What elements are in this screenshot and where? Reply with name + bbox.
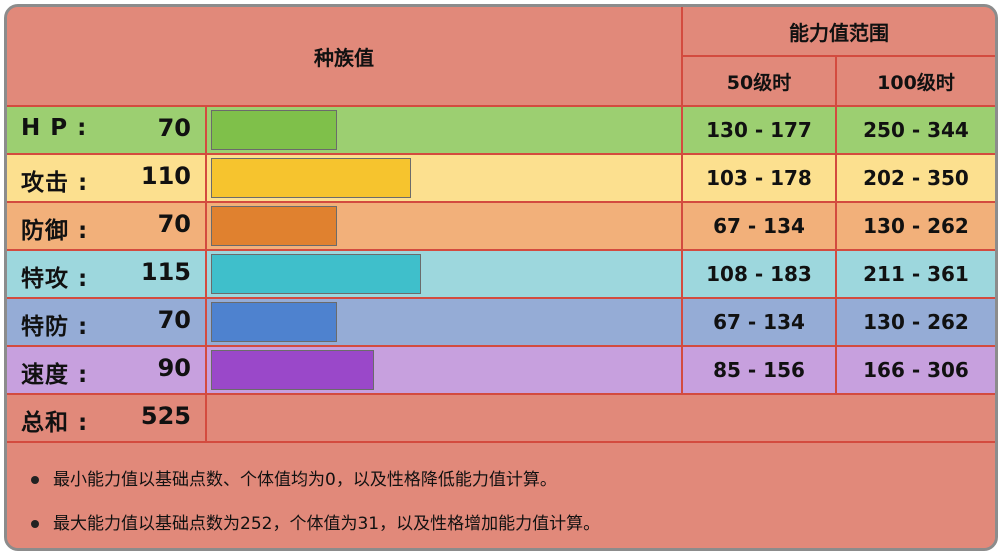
stat-bar <box>211 206 337 246</box>
total-label-cell: 总和 : 525 <box>7 395 207 441</box>
base-stats-header: 种族值 <box>7 7 683 107</box>
range-level50: 67 - 134 <box>683 299 837 345</box>
row-divider <box>7 393 995 395</box>
range-level100: 211 - 361 <box>863 262 969 286</box>
level50-header: 50级时 <box>683 57 837 107</box>
stat-bar <box>211 254 421 294</box>
row-divider <box>7 153 995 155</box>
stat-value: 110 <box>140 162 191 190</box>
stat-bar-cell <box>207 203 683 249</box>
range-level50: 85 - 156 <box>683 347 837 393</box>
row-divider <box>7 297 995 299</box>
stat-name: 特防 : <box>21 314 89 340</box>
stat-label-cell: 特攻 : 115 <box>7 251 207 297</box>
stat-bar-cell <box>207 347 683 393</box>
range-level100: 130 - 262 <box>863 310 969 334</box>
stat-value: 115 <box>140 258 191 286</box>
stat-row: 特攻 : 115 108 - 183 211 - 361 <box>7 251 995 299</box>
range-level50: 103 - 178 <box>683 155 837 201</box>
range-title-header: 能力值范围 <box>683 7 995 57</box>
note-max-text: 最大能力值以基础点数为252，个体值为31，以及性格增加能力值计算。 <box>53 514 601 534</box>
stat-name: H P : <box>21 115 88 141</box>
stat-row: 特防 : 70 67 - 134 130 - 262 <box>7 299 995 347</box>
row-divider <box>7 249 995 251</box>
notes-section: 最小能力值以基础点数、个体值均为0，以及性格降低能力值计算。 最大能力值以基础点… <box>7 443 995 548</box>
range-level50: 130 - 177 <box>683 107 837 153</box>
row-divider <box>7 345 995 347</box>
stat-name: 速度 : <box>21 362 89 388</box>
stat-bar-cell <box>207 299 683 345</box>
stat-value: 90 <box>157 354 191 382</box>
stat-row: 速度 : 90 85 - 156 166 - 306 <box>7 347 995 395</box>
total-row: 总和 : 525 <box>7 395 995 443</box>
stat-bar-cell <box>207 107 683 153</box>
stat-bar <box>211 110 337 150</box>
range-level100: 130 - 262 <box>863 214 969 238</box>
note-min: 最小能力值以基础点数、个体值均为0，以及性格降低能力值计算。 <box>31 465 557 490</box>
stat-bar <box>211 158 411 198</box>
stat-bar <box>211 350 374 390</box>
stat-value: 70 <box>157 210 191 238</box>
stat-row: 防御 : 70 67 - 134 130 - 262 <box>7 203 995 251</box>
stat-label-cell: 特防 : 70 <box>7 299 207 345</box>
range-level100: 202 - 350 <box>863 166 969 190</box>
stat-label-cell: 防御 : 70 <box>7 203 207 249</box>
stat-name: 防御 : <box>21 218 89 244</box>
row-divider <box>7 201 995 203</box>
range-level100: 166 - 306 <box>863 358 969 382</box>
range-level50: 67 - 134 <box>683 203 837 249</box>
total-name: 总和 : <box>21 410 89 436</box>
range-level50: 108 - 183 <box>683 251 837 297</box>
stat-value: 70 <box>157 114 191 142</box>
note-max: 最大能力值以基础点数为252，个体值为31，以及性格增加能力值计算。 <box>31 509 600 534</box>
stat-row: 攻击 : 110 103 - 178 202 - 350 <box>7 155 995 203</box>
stat-row: H P : 70 130 - 177 250 - 344 <box>7 107 995 155</box>
stat-bar <box>211 302 337 342</box>
note-min-text: 最小能力值以基础点数、个体值均为0，以及性格降低能力值计算。 <box>53 470 557 490</box>
stat-label-cell: 速度 : 90 <box>7 347 207 393</box>
stat-name: 攻击 : <box>21 170 89 196</box>
stat-bar-cell <box>207 155 683 201</box>
range-level100: 250 - 344 <box>863 118 969 142</box>
stat-bar-cell <box>207 251 683 297</box>
total-value: 525 <box>140 402 191 430</box>
bullet-icon <box>31 476 39 484</box>
stat-value: 70 <box>157 306 191 334</box>
row-divider <box>7 441 995 443</box>
stat-label-cell: 攻击 : 110 <box>7 155 207 201</box>
stat-label-cell: H P : 70 <box>7 107 207 153</box>
stats-table: 种族值 能力值范围 50级时 100级时 H P : 70 130 - 177 250… <box>4 4 998 551</box>
level100-header: 100级时 <box>837 57 995 107</box>
stat-name: 特攻 : <box>21 266 89 292</box>
bullet-icon <box>31 520 39 528</box>
